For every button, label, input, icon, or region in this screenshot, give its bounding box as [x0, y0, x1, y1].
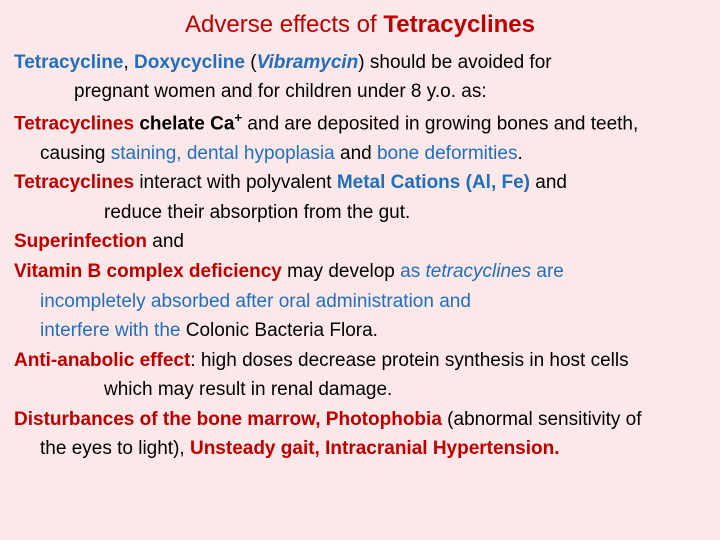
line-9: incompletely absorbed after oral adminis… — [14, 288, 706, 316]
l4-and: and — [340, 143, 377, 164]
l8-as: as — [400, 261, 425, 282]
line-8: Vitamin B complex deficiency may develop… — [14, 258, 706, 286]
paren-open: ( — [245, 52, 257, 73]
l3-sup: + — [234, 110, 242, 125]
l5-cations: Metal Cations (Al, Fe) — [337, 172, 535, 193]
line-4: causing staining, dental hypoplasia and … — [14, 140, 706, 168]
l10-flora: Colonic Bacteria Flora. — [186, 320, 378, 341]
l8-are: are — [536, 261, 563, 282]
l13-tail: (abnormal sensitivity of — [447, 409, 641, 430]
line-7: Superinfection and — [14, 228, 706, 256]
paren-close: ) — [358, 52, 370, 73]
l9-text: incompletely absorbed after oral adminis… — [40, 291, 471, 312]
l8-tetra: tetracyclines — [426, 261, 537, 282]
line-1: Tetracycline, Doxycycline (Vibramycin) s… — [14, 49, 706, 77]
drug-tetracycline: Tetracycline — [14, 52, 123, 73]
l5-drug: Tetracyclines — [14, 172, 139, 193]
l3-tail: and are deposited in growing bones and t… — [242, 113, 638, 134]
l11-antianabolic: Anti-anabolic effect — [14, 350, 190, 371]
l6-text: reduce their absorption from the gut. — [104, 202, 410, 223]
sep-1: , — [123, 52, 134, 73]
drug-doxycycline: Doxycycline — [134, 52, 245, 73]
line-13: Disturbances of the bone marrow, Photoph… — [14, 406, 706, 434]
l4-effects: staining, dental hypoplasia — [111, 143, 340, 164]
slide-title: Adverse effects of Tetracyclines — [14, 8, 706, 43]
l1-tail: should be avoided for — [370, 52, 552, 73]
l3-chelate: chelate Ca — [134, 113, 234, 134]
l7-and: and — [152, 231, 184, 252]
l3-drug: Tetracyclines — [14, 113, 134, 134]
line-12: which may result in renal damage. — [14, 376, 706, 404]
l2-text: pregnant women and for children under 8 … — [74, 81, 487, 102]
l12-text: which may result in renal damage. — [104, 379, 392, 400]
l4-period: . — [517, 143, 522, 164]
line-2: pregnant women and for children under 8 … — [14, 78, 706, 106]
l8-develop: may develop — [287, 261, 400, 282]
l14-eyes: the eyes to light), — [40, 438, 190, 459]
line-6: reduce their absorption from the gut. — [14, 199, 706, 227]
title-prefix: Adverse effects of — [185, 11, 383, 38]
l5-and: and — [535, 172, 567, 193]
l4-bone: bone deformities — [377, 143, 517, 164]
l14-gait: Unsteady gait, Intracranial Hypertension… — [190, 438, 560, 459]
l13-disturbances: Disturbances of the bone marrow, Photoph… — [14, 409, 447, 430]
line-5: Tetracyclines interact with polyvalent M… — [14, 169, 706, 197]
line-3: Tetracyclines chelate Ca+ and are deposi… — [14, 108, 706, 138]
title-main: Tetracyclines — [383, 11, 535, 38]
line-10: interfere with the Colonic Bacteria Flor… — [14, 317, 706, 345]
l5-interact: interact with polyvalent — [139, 172, 337, 193]
l10-interfere: interfere with the — [40, 320, 186, 341]
l11-tail: : high doses decrease protein synthesis … — [190, 350, 628, 371]
slide: Adverse effects of Tetracyclines Tetracy… — [0, 0, 720, 475]
line-11: Anti-anabolic effect: high doses decreas… — [14, 347, 706, 375]
l8-vitb: Vitamin B complex deficiency — [14, 261, 287, 282]
line-14: the eyes to light), Unsteady gait, Intra… — [14, 435, 706, 463]
brand-vibramycin: Vibramycin — [257, 52, 359, 73]
l4a: causing — [40, 143, 111, 164]
l7-superinfection: Superinfection — [14, 231, 152, 252]
